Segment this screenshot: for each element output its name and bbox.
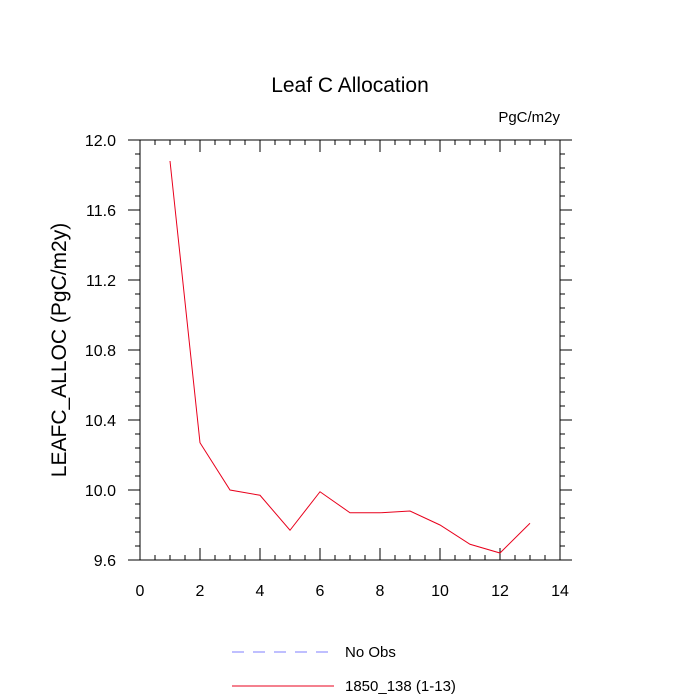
- x-tick-label: 4: [256, 583, 265, 600]
- y-tick-label: 12.0: [85, 133, 116, 150]
- tick-labels: 0 2 4 6 8 10 12 14 9.6 10.0 10.4 10.8 11.2 11.6 12.0: [85, 133, 569, 600]
- y-tick-label: 10.8: [85, 343, 116, 360]
- series-line: [169, 160, 531, 554]
- y-tick-label: 11.6: [86, 203, 116, 220]
- y-axis-label: LEAFC_ALLOC (PgC/m2y): [48, 223, 71, 477]
- series-group: [169, 160, 531, 554]
- legend-label: 1850_138 (1-13): [345, 678, 456, 695]
- y-tick-label: 11.2: [86, 273, 116, 290]
- x-tick-label: 6: [316, 583, 325, 600]
- legend-label: No Obs: [345, 644, 396, 661]
- y-tick-label: 10.0: [85, 483, 116, 500]
- x-tick-label: 12: [491, 583, 509, 600]
- x-tick-label: 8: [376, 583, 385, 600]
- chart-title: Leaf C Allocation: [271, 74, 429, 97]
- units-label: PgC/m2y: [498, 109, 560, 126]
- x-tick-label: 0: [136, 583, 145, 600]
- plot-frame: [139, 139, 561, 561]
- y-tick-label: 9.6: [94, 553, 116, 570]
- x-tick-label: 2: [196, 583, 205, 600]
- legend: No Obs 1850_138 (1-13): [232, 644, 456, 695]
- x-tick-label: 14: [551, 583, 569, 600]
- y-tick-label: 10.4: [85, 413, 116, 430]
- x-tick-label: 10: [431, 583, 449, 600]
- axis-ticks: [128, 139, 572, 561]
